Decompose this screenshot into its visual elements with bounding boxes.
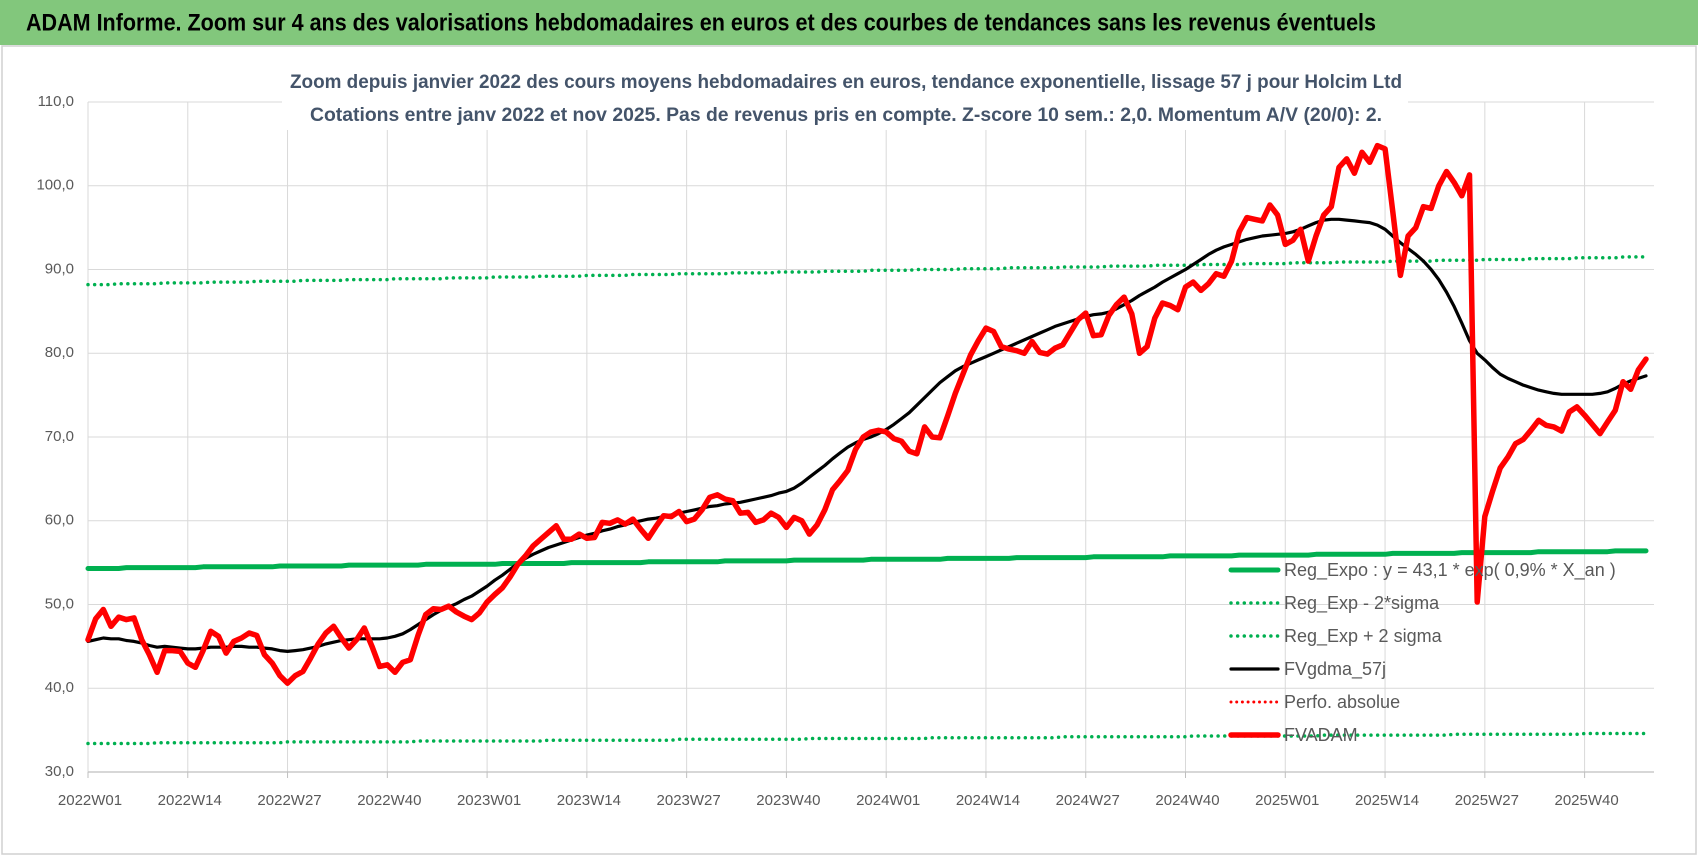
series-line [86,731,1648,746]
x-tick-label: 2023W27 [657,792,721,809]
x-tick-label: 2025W40 [1554,792,1618,809]
x-tick-label: 2023W14 [557,792,621,809]
title-box [282,64,1408,130]
chart-subtitle: Cotations entre janv 2022 et nov 2025. P… [310,105,1382,126]
x-tick-label: 2024W40 [1155,792,1219,809]
y-tick-label: 40,0 [45,679,74,696]
legend-label: Perfo. absolue [1284,692,1400,712]
series-line [86,255,1648,287]
x-tick-label: 2024W27 [1056,792,1120,809]
x-tick-label: 2022W14 [158,792,222,809]
x-tick-label: 2025W14 [1355,792,1419,809]
plot-area: 30,0 40,0 50,0 60,0 70,0 80,0 90,0 100,0 110,0 20… [36,93,1654,809]
chart-frame [1,45,1697,855]
legend-label: FVADAM [1284,725,1358,745]
chart-title: Zoom depuis janvier 2022 des cours moyen… [290,72,1402,93]
y-tick-label: 100,0 [36,177,74,194]
x-tick-label: 2025W01 [1255,792,1319,809]
y-tick-label: 110,0 [38,93,74,110]
banner-title: ADAM Informe. Zoom sur 4 ans des valoris… [26,9,1376,36]
y-tick-label: 90,0 [45,260,74,277]
legend-label: Reg_Exp - 2*sigma [1284,593,1440,614]
series-line [85,548,1649,571]
legend-label: Reg_Expo : y = 43,1 * exp( 0,9% * X_an ) [1284,560,1616,581]
x-tick-label: 2023W40 [756,792,820,809]
legend: Reg_Expo : y = 43,1 * exp( 0,9% * X_an )… [1228,560,1616,745]
x-tick-label: 2022W40 [357,792,421,809]
series-line [86,217,1648,653]
x-tick-label: 2022W01 [58,792,122,809]
x-tick-label: 2023W01 [457,792,521,809]
x-tick-label: 2025W27 [1455,792,1519,809]
banner [0,0,1698,45]
y-tick-label: 80,0 [45,344,74,361]
y-tick-label: 50,0 [45,595,74,612]
x-tick-label: 2022W27 [257,792,321,809]
y-tick-label: 70,0 [45,428,74,445]
legend-label: Reg_Exp + 2 sigma [1284,626,1443,647]
legend-label: FVgdma_57j [1284,659,1386,680]
x-tick-label: 2024W01 [856,792,920,809]
y-tick-label: 30,0 [45,763,74,780]
y-tick-label: 60,0 [45,512,74,529]
x-tick-label: 2024W14 [956,792,1020,809]
series-line [85,142,1649,686]
